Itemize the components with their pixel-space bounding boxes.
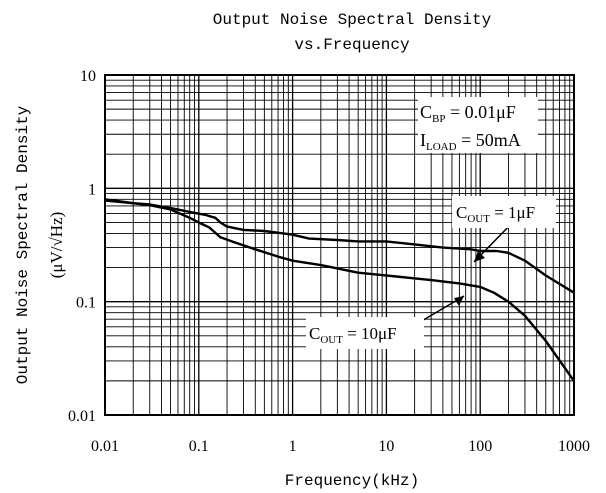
y-tick-labels: 0.01 0.1 1 10 (68, 68, 96, 425)
y-tick-label: 10 (80, 68, 96, 85)
conditions-box (418, 97, 538, 153)
x-tick-label: 10 (378, 438, 394, 455)
annotations: CBP = 0.01μF ILOAD = 50mA COUT = 1μF COU… (306, 97, 556, 349)
series-label-cout-1uf: COUT = 1μF (456, 203, 535, 225)
y-tick-label: 0.1 (76, 295, 96, 312)
x-tick-label: 0.1 (189, 438, 209, 455)
arrow-head-cout-10uf (454, 296, 464, 306)
x-tick-label: 1000 (558, 438, 590, 455)
y-tick-label: 1 (88, 181, 96, 198)
chart-subtitle: vs.Frequency (294, 36, 410, 54)
label-cbp: CBP = 0.01μF (420, 102, 516, 125)
label-iload: ILOAD = 50mA (420, 130, 521, 153)
series-lines (104, 198, 575, 382)
grid (104, 75, 574, 416)
chart-title: Output Noise Spectral Density (213, 11, 492, 29)
y-axis-unit: (μV/√Hz) (47, 212, 66, 279)
y-axis-label: Output Noise Spectral Density (14, 105, 32, 384)
x-axis-label: Frequency(kHz) (285, 472, 419, 490)
x-tick-labels: 0.01 0.1 1 10 100 1000 (91, 438, 590, 455)
x-tick-label: 0.01 (91, 438, 119, 455)
x-tick-label: 1 (289, 438, 297, 455)
series-line-1 (104, 198, 575, 382)
label-box-cout-1uf (452, 196, 556, 228)
x-tick-label: 100 (468, 438, 492, 455)
label-box-cout-10uf (306, 317, 424, 349)
plot-frame (104, 74, 575, 416)
arrow-head-cout-1uf (474, 251, 485, 262)
y-tick-label: 0.01 (68, 408, 96, 425)
series-line-0 (104, 199, 575, 294)
series-label-cout-10uf: COUT = 10μF (309, 324, 397, 346)
